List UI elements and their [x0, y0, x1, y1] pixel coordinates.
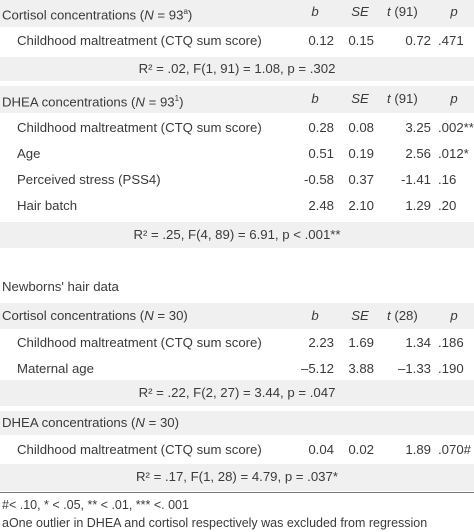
row-t: -1.41	[400, 172, 431, 187]
row-p: .471	[438, 33, 464, 48]
band-dhea-fit	[0, 222, 474, 248]
band-cortisol-fit	[0, 57, 474, 81]
dhea-newborn-heading: DHEA concentrations (N = 30)	[2, 415, 180, 430]
row-t: 0.72	[405, 33, 431, 48]
row-p: .070#	[438, 442, 472, 457]
col-se-header: SE	[351, 91, 369, 106]
row-label: Perceived stress (PSS4)	[17, 172, 161, 187]
col-p-header: p	[450, 308, 458, 323]
col-t-header: t (28)	[387, 308, 418, 323]
row-t: 3.25	[405, 120, 431, 135]
row-t: 1.29	[405, 198, 431, 213]
model-fit: R² = .02, F(1, 91) = 1.08, p = .302	[138, 61, 336, 76]
row-b: 0.28	[308, 120, 334, 135]
row-p: .16	[438, 172, 457, 187]
row-p: .20	[438, 198, 457, 213]
col-se-header: SE	[351, 4, 369, 19]
row-b: –5.12	[300, 361, 334, 376]
row-b: 0.51	[308, 146, 334, 161]
row-label: Childhood maltreatment (CTQ sum score)	[17, 442, 262, 457]
row-t: 1.89	[405, 442, 431, 457]
col-b-header: b	[311, 91, 319, 106]
row-se: 0.15	[348, 33, 374, 48]
band-cortisol-header	[0, 0, 474, 27]
band-dhea-newborn-fit	[0, 464, 474, 491]
row-t: 2.56	[405, 146, 431, 161]
col-b-header: b	[311, 4, 319, 19]
band-dhea-header	[0, 86, 474, 113]
col-p-header: p	[450, 91, 458, 106]
row-p: .186	[438, 335, 464, 350]
model-fit: R² = .25, F(4, 89) = 6.91, p < .001**	[133, 227, 341, 242]
row-label: Childhood maltreatment (CTQ sum score)	[17, 33, 262, 48]
col-t-header: t (91)	[387, 4, 418, 19]
row-b: 0.04	[308, 442, 334, 457]
band-dhea-newborn-header	[0, 411, 474, 435]
row-b: 2.23	[308, 335, 334, 350]
row-label: Childhood maltreatment (CTQ sum score)	[17, 335, 262, 350]
row-label: Age	[17, 146, 41, 161]
col-t-header: t (91)	[387, 91, 418, 106]
row-t: –1.33	[397, 361, 431, 376]
row-p: .002**	[438, 120, 474, 135]
dhea-heading: DHEA concentrations (N = 931)	[2, 94, 184, 110]
col-se-header: SE	[351, 308, 369, 323]
row-p: .190	[438, 361, 464, 376]
row-se: 0.37	[348, 172, 374, 187]
row-se: 0.08	[348, 120, 374, 135]
row-se: 0.19	[348, 146, 374, 161]
row-se: 0.02	[348, 442, 374, 457]
row-b: 2.48	[308, 198, 334, 213]
footnote-significance: #< .10, * < .05, ** < .01, *** <. 001	[2, 498, 189, 512]
row-p: .012*	[438, 146, 469, 161]
row-se: 3.88	[348, 361, 374, 376]
band-cortisol-newborn-header	[0, 303, 474, 329]
band-cortisol-newborn-fit	[0, 380, 474, 406]
row-label: Childhood maltreatment (CTQ sum score)	[17, 120, 262, 135]
model-fit: R² = .17, F(1, 28) = 4.79, p = .037*	[136, 469, 338, 484]
row-b: 0.12	[308, 33, 334, 48]
row-b: -0.58	[303, 172, 334, 187]
col-p-header: p	[450, 4, 458, 19]
row-t: 1.34	[405, 335, 431, 350]
col-b-header: b	[311, 308, 319, 323]
cortisol-newborn-heading: Cortisol concentrations (N = 30)	[2, 308, 188, 323]
table-bottom-rule	[0, 492, 474, 493]
cortisol-heading: Cortisol concentrations (N = 93a)	[2, 7, 193, 23]
footnote-outlier: aOne outlier in DHEA and cortisol respec…	[2, 516, 428, 530]
row-label: Maternal age	[17, 361, 94, 376]
row-se: 2.10	[348, 198, 374, 213]
row-se: 1.69	[348, 335, 374, 350]
model-fit: R² = .22, F(2, 27) = 3.44, p = .047	[138, 385, 336, 400]
row-label: Hair batch	[17, 198, 78, 213]
newborns-section-title: Newborns' hair data	[2, 279, 119, 294]
